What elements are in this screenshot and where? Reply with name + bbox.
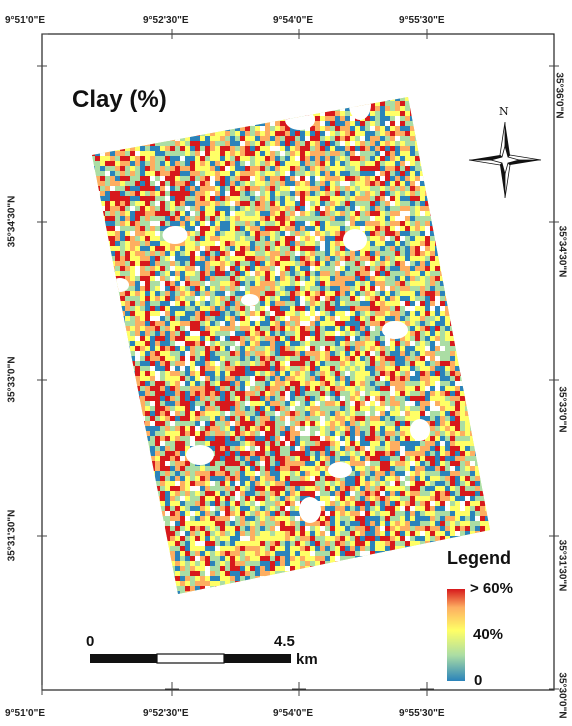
- north-label: N: [499, 105, 509, 118]
- grid-ticks: [37, 29, 559, 696]
- bottom-coord-4: 9°55'30"E: [399, 708, 445, 719]
- right-coord-3: 35°33'0"N: [556, 386, 568, 433]
- legend-color-ramp: [447, 589, 465, 681]
- legend-mid-label: 40%: [473, 626, 504, 643]
- left-coord-1: 35°34'30"N: [6, 195, 18, 248]
- legend-max-label: > 60%: [470, 580, 513, 597]
- left-coord-3: 35°31'30"N: [6, 509, 18, 562]
- bottom-coord-1: 9°51'0"E: [5, 708, 46, 719]
- left-coord-2: 35°33'0"N: [6, 356, 18, 403]
- right-coord-5: 35°30'0"N: [556, 672, 568, 719]
- right-coord-2: 35°34'30"N: [556, 225, 568, 278]
- scale-end-label: 4.5: [274, 633, 295, 650]
- scale-start-label: 0: [86, 633, 95, 650]
- bottom-coord-3: 9°54'0"E: [273, 708, 314, 719]
- top-coord-3: 9°54'0"E: [273, 15, 314, 26]
- top-coord-1: 9°51'0"E: [5, 15, 46, 26]
- map-title: Clay (%): [72, 86, 167, 113]
- north-arrow-icon: [468, 121, 542, 199]
- scale-unit-label: km: [296, 651, 318, 668]
- bottom-coord-2: 9°52'30"E: [143, 708, 189, 719]
- clay-raster: [92, 97, 490, 594]
- top-coord-4: 9°55'30"E: [399, 15, 445, 26]
- right-coord-4: 35°31'30"N: [556, 539, 568, 592]
- legend-title: Legend: [447, 548, 512, 568]
- map-frame: [41, 33, 555, 691]
- top-coord-2: 9°52'30"E: [143, 15, 189, 26]
- scale-bar: [90, 653, 291, 664]
- right-coord-1: 35°36'0"N: [553, 72, 565, 119]
- legend-min-label: 0: [474, 672, 483, 689]
